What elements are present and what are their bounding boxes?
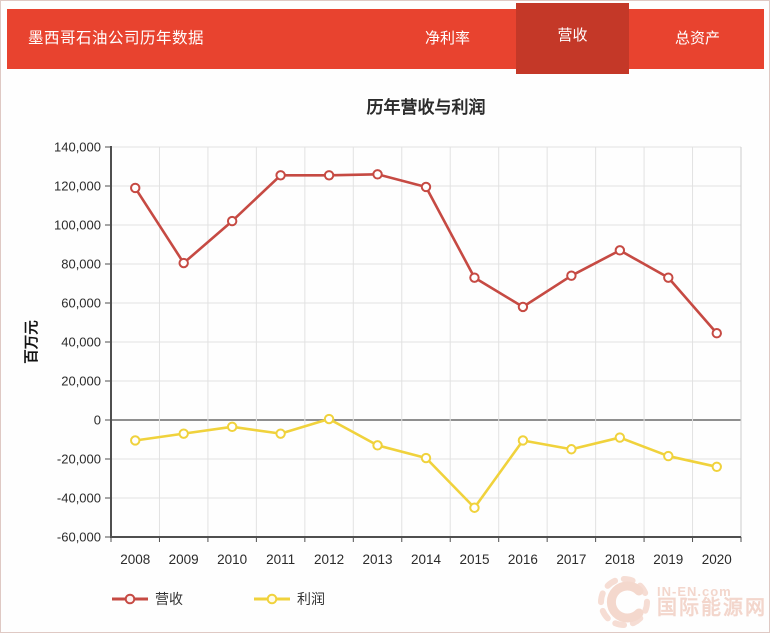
revenue-line-swatch [112,593,148,605]
tab-bar: 净利率 营收 总资产 [385,3,760,74]
svg-text:-20,000: -20,000 [57,452,101,467]
tab-total-assets[interactable]: 总资产 [674,30,720,47]
svg-text:-60,000: -60,000 [57,530,101,545]
svg-text:2018: 2018 [605,552,635,567]
svg-text:40,000: 40,000 [61,335,101,350]
legend-label-profit: 利润 [297,591,325,607]
svg-text:2009: 2009 [169,552,199,567]
svg-text:0: 0 [94,413,101,428]
svg-text:2019: 2019 [653,552,683,567]
svg-text:2008: 2008 [120,552,150,567]
header-bar: 墨西哥石油公司历年数据 净利率 营收 总资产 [7,3,764,74]
svg-text:20,000: 20,000 [61,374,101,389]
gridlines [111,146,742,538]
svg-text:2020: 2020 [702,552,732,567]
legend-item-revenue[interactable]: 营收 [111,589,183,609]
svg-text:120,000: 120,000 [54,179,101,194]
svg-text:-40,000: -40,000 [57,491,101,506]
series-利润 [130,413,722,513]
svg-text:2016: 2016 [508,552,538,567]
header-title: 墨西哥石油公司历年数据 [28,30,205,47]
profit-line-swatch [254,593,290,605]
svg-text:2017: 2017 [556,552,586,567]
x-tick-labels: 2008 2009 2010 2011 2012 2013 2014 2015 2016 2017… [120,552,732,567]
svg-text:2015: 2015 [459,552,489,567]
chart-title: 历年营收与利润 [366,98,486,117]
y-tick-labels: -60,000 -40,000 -20,000 0 20,000 40,000 60,000… [54,140,101,545]
tab-revenue[interactable]: 营收 [516,3,629,74]
legend: 营收 利润 [111,589,325,609]
svg-text:2010: 2010 [217,552,247,567]
tab-net-margin[interactable]: 净利率 [424,30,470,47]
svg-text:2013: 2013 [363,552,393,567]
svg-text:100,000: 100,000 [54,218,101,233]
svg-text:2011: 2011 [266,552,295,567]
legend-label-revenue: 营收 [155,591,183,607]
axes [105,146,742,542]
series-营收 [130,169,722,339]
svg-text:140,000: 140,000 [54,140,101,155]
svg-text:2012: 2012 [314,552,344,567]
svg-text:60,000: 60,000 [61,296,101,311]
svg-text:2014: 2014 [411,552,442,567]
legend-item-profit[interactable]: 利润 [253,589,325,609]
svg-text:80,000: 80,000 [61,257,101,272]
